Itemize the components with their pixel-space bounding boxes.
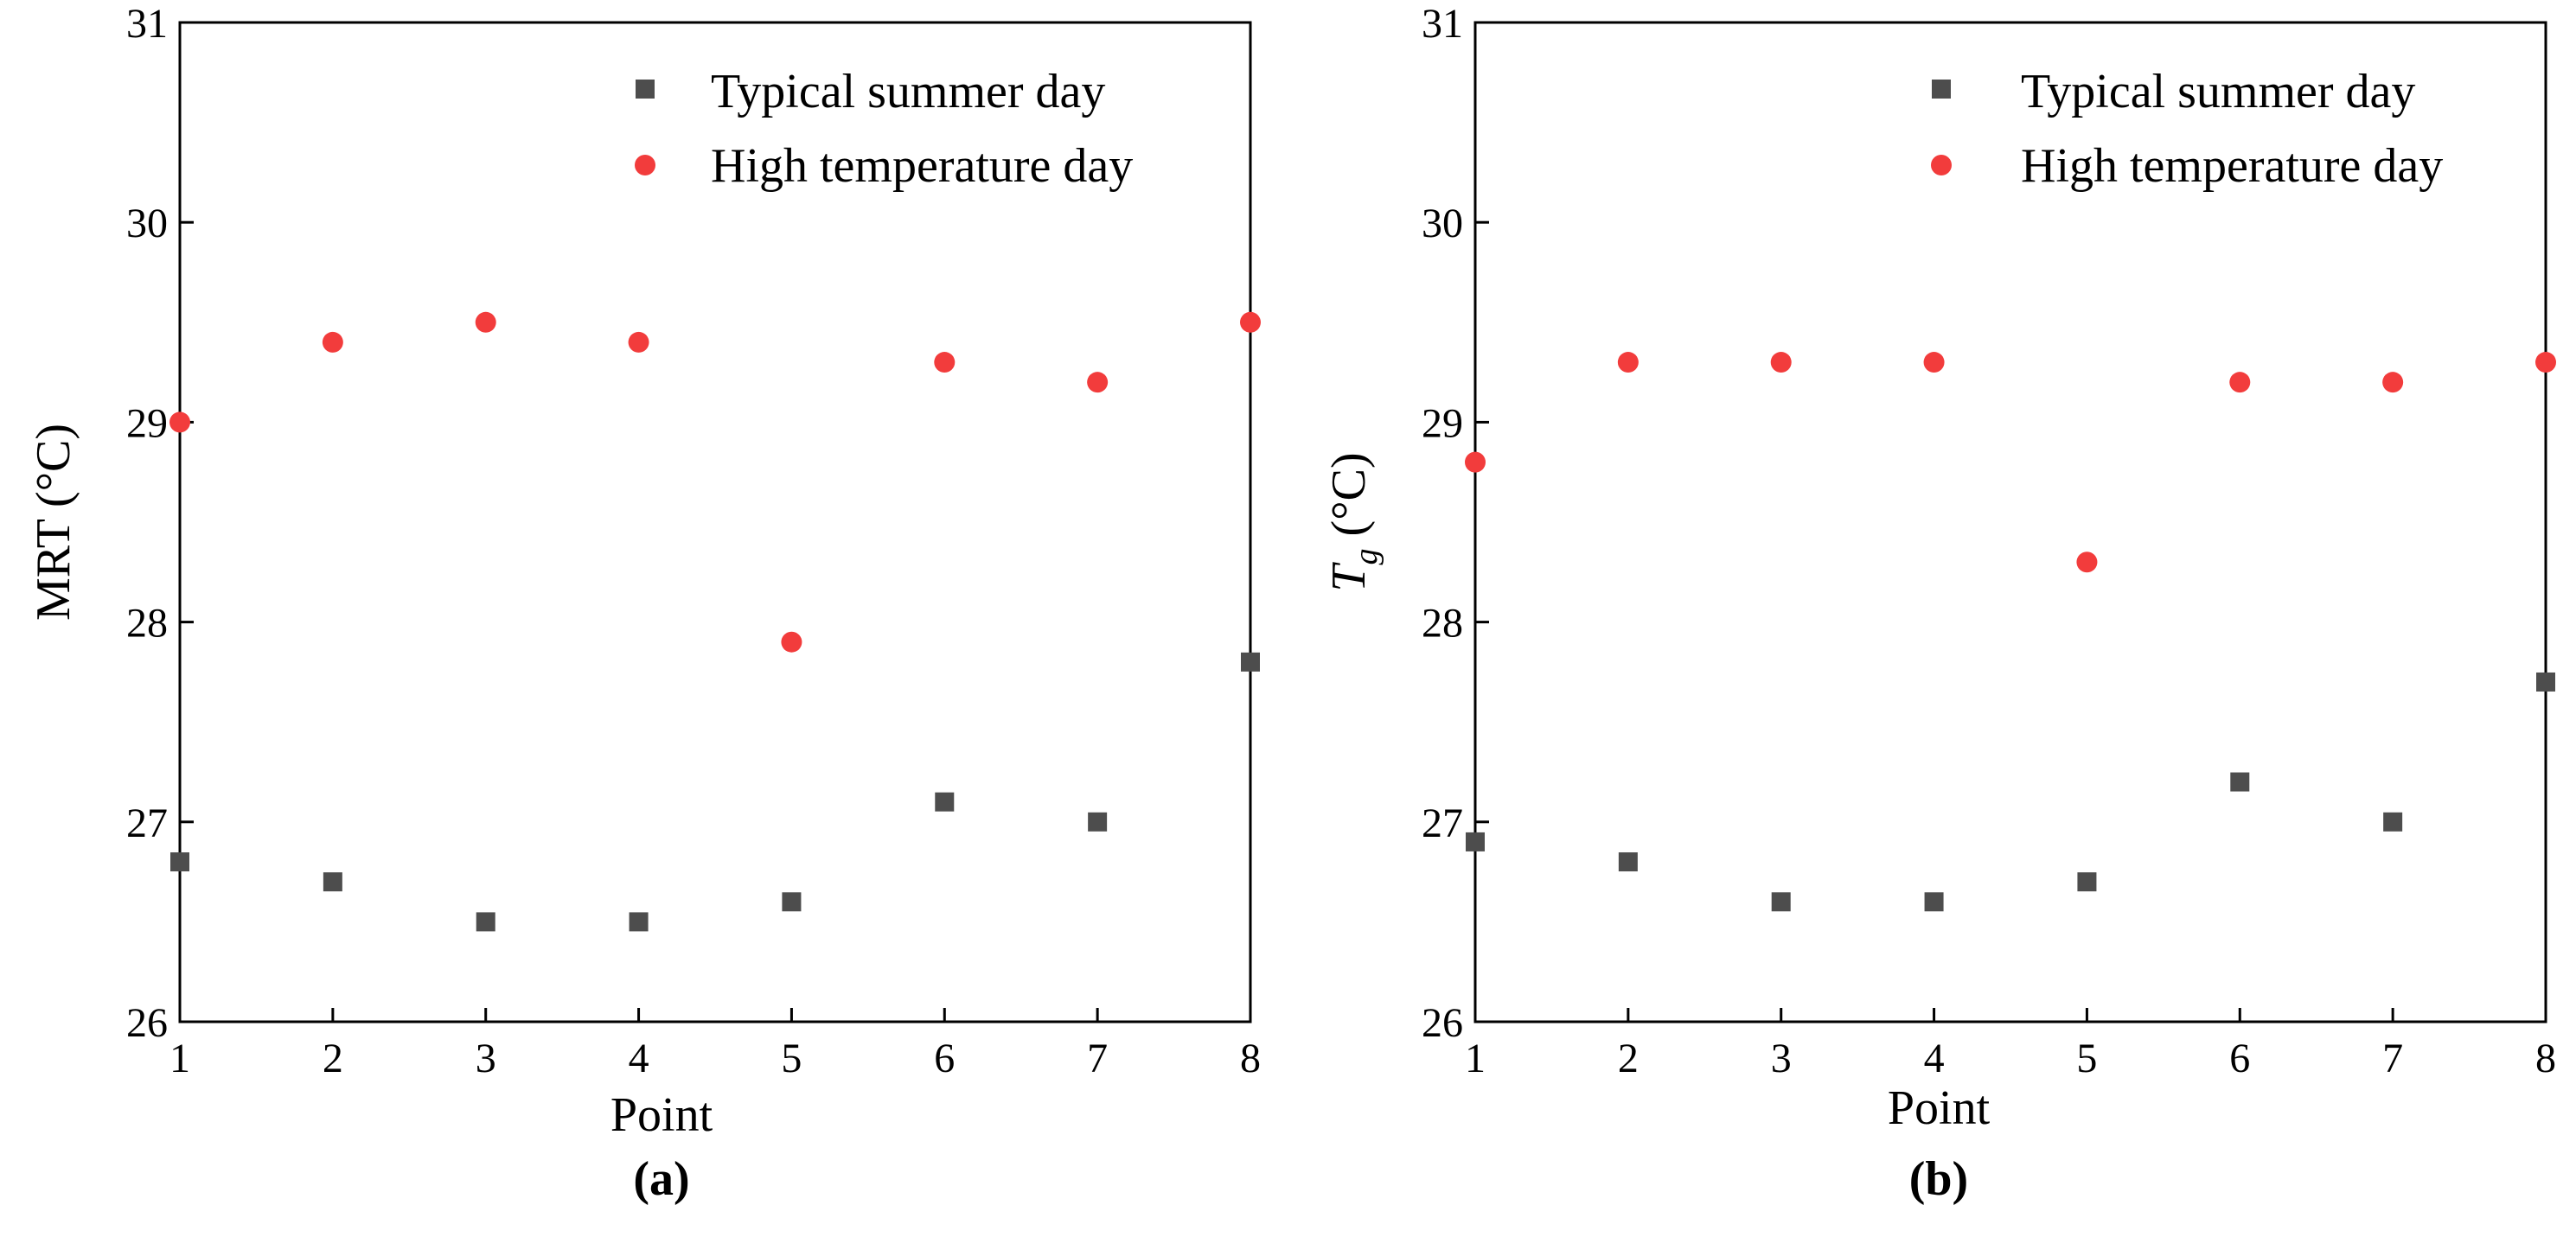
point-a-high-6 bbox=[934, 352, 956, 373]
x-axis-title-a: Point bbox=[610, 1088, 713, 1142]
x-tick-label-b-8: 8 bbox=[2535, 1036, 2556, 1081]
point-b-typical-8 bbox=[2536, 672, 2555, 692]
point-a-typical-5 bbox=[782, 892, 802, 912]
point-b-high-4 bbox=[1923, 352, 1945, 373]
point-a-typical-7 bbox=[1088, 812, 1108, 832]
x-tick-label-b-2: 2 bbox=[1618, 1036, 1639, 1081]
x-tick-label-b-7: 7 bbox=[2382, 1036, 2403, 1081]
point-a-typical-4 bbox=[629, 912, 649, 932]
x-tick-label-a-1: 1 bbox=[169, 1036, 190, 1081]
y-tick-label-b-27: 27 bbox=[1422, 800, 1463, 846]
x-tick-label-b-5: 5 bbox=[2076, 1036, 2097, 1081]
x-tick-label-a-2: 2 bbox=[323, 1036, 343, 1081]
legend-a-typical-label: Typical summer day bbox=[711, 65, 1105, 118]
plot-frame-b bbox=[1473, 21, 2547, 1023]
point-a-typical-8 bbox=[1241, 652, 1260, 672]
x-tick-label-b-4: 4 bbox=[1924, 1036, 1945, 1081]
data-marks-a bbox=[169, 311, 1261, 932]
point-b-typical-3 bbox=[1771, 892, 1791, 912]
point-a-high-2 bbox=[322, 331, 343, 353]
x-tick-label-b-6: 6 bbox=[2229, 1036, 2250, 1081]
y-axis-title-b-subscript: g bbox=[1348, 548, 1384, 564]
legend-b-circle-marker bbox=[1931, 155, 1952, 175]
point-a-high-5 bbox=[781, 631, 802, 653]
axis-ticks-a: 1 2 3 4 5 6 7 8 26 27 28 29 30 31 bbox=[126, 1, 1261, 1081]
y-axis-title-b-main: T bbox=[1322, 562, 1376, 592]
x-tick-label-a-3: 3 bbox=[476, 1036, 496, 1081]
y-tick-label-b-29: 29 bbox=[1422, 400, 1463, 446]
legend-a-circle-marker bbox=[635, 155, 655, 175]
x-tick-label-a-4: 4 bbox=[629, 1036, 649, 1081]
y-tick-label-b-31: 31 bbox=[1422, 1, 1463, 47]
legend-b-typical-label: Typical summer day bbox=[2021, 65, 2415, 118]
y-tick-label-a-29: 29 bbox=[126, 400, 168, 446]
x-tick-label-a-7: 7 bbox=[1087, 1036, 1108, 1081]
point-b-high-2 bbox=[1617, 352, 1639, 373]
point-a-high-8 bbox=[1240, 311, 1261, 333]
point-b-typical-5 bbox=[2077, 872, 2097, 892]
y-axis-title-b: Tg (°C) bbox=[1322, 452, 1384, 591]
point-a-high-4 bbox=[628, 331, 649, 353]
point-b-typical-7 bbox=[2383, 812, 2403, 832]
y-tick-label-a-30: 30 bbox=[126, 201, 168, 246]
panel-label-b: (b) bbox=[1909, 1152, 1968, 1206]
point-a-typical-3 bbox=[476, 912, 495, 932]
y-tick-label-a-27: 27 bbox=[126, 800, 168, 846]
x-tick-label-b-3: 3 bbox=[1771, 1036, 1792, 1081]
point-b-high-7 bbox=[2382, 372, 2404, 393]
x-tick-label-b-1: 1 bbox=[1465, 1036, 1486, 1081]
point-a-high-3 bbox=[475, 311, 496, 333]
panel-label-a: (a) bbox=[633, 1152, 689, 1206]
point-b-typical-2 bbox=[1618, 852, 1638, 872]
y-axis-title-a: MRT (°C) bbox=[27, 424, 80, 621]
point-b-typical-6 bbox=[2230, 772, 2250, 792]
y-tick-label-a-28: 28 bbox=[126, 601, 168, 647]
legend-a-square-marker bbox=[636, 80, 655, 99]
point-a-typical-2 bbox=[323, 872, 342, 892]
point-a-high-1 bbox=[169, 411, 190, 433]
point-b-typical-4 bbox=[1924, 892, 1944, 912]
point-a-typical-1 bbox=[170, 852, 189, 872]
point-b-typical-1 bbox=[1466, 832, 1485, 851]
y-tick-label-b-26: 26 bbox=[1422, 1000, 1463, 1046]
y-tick-label-b-30: 30 bbox=[1422, 201, 1463, 246]
legend-b-high-label: High temperature day bbox=[2021, 139, 2443, 193]
y-axis-title-b-unit: (°C) bbox=[1322, 452, 1376, 548]
legend-b-square-marker bbox=[1932, 80, 1951, 99]
chart-panel-a: 1 2 3 4 5 6 7 8 26 27 28 29 30 31 Typical summer day … bbox=[27, 1, 1261, 1206]
point-b-high-1 bbox=[1465, 451, 1486, 473]
chart-panel-b: 1 2 3 4 5 6 7 8 26 27 28 29 30 31 Typical summer day … bbox=[1322, 1, 2556, 1206]
y-tick-label-b-28: 28 bbox=[1422, 601, 1463, 647]
point-b-high-5 bbox=[2076, 552, 2098, 573]
plot-frame-a bbox=[178, 21, 1252, 1023]
legend-a-high-label: High temperature day bbox=[711, 139, 1133, 193]
point-b-high-8 bbox=[2535, 352, 2556, 373]
y-tick-label-a-26: 26 bbox=[126, 1000, 168, 1046]
point-a-high-7 bbox=[1087, 372, 1109, 393]
legend-b: Typical summer day High temperature day bbox=[1931, 65, 2443, 193]
x-axis-title-b: Point bbox=[1888, 1081, 1991, 1135]
point-a-typical-6 bbox=[935, 792, 955, 812]
x-tick-label-a-8: 8 bbox=[1240, 1036, 1261, 1081]
point-b-high-6 bbox=[2229, 372, 2251, 393]
x-tick-label-a-5: 5 bbox=[781, 1036, 802, 1081]
legend-a: Typical summer day High temperature day bbox=[635, 65, 1133, 193]
axis-ticks-b: 1 2 3 4 5 6 7 8 26 27 28 29 30 31 bbox=[1422, 1, 2556, 1081]
y-tick-label-a-31: 31 bbox=[126, 1, 168, 47]
point-b-high-3 bbox=[1770, 352, 1792, 373]
x-tick-label-a-6: 6 bbox=[934, 1036, 955, 1081]
data-marks-b bbox=[1465, 352, 2556, 912]
